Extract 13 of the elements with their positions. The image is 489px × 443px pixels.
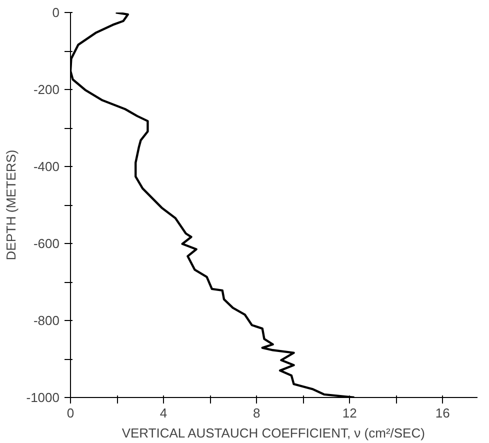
x-tick-label: 8 bbox=[252, 406, 260, 420]
x-tick-label: 0 bbox=[66, 406, 74, 420]
y-tick-label: 0 bbox=[52, 5, 60, 20]
y-tick-label: -200 bbox=[33, 82, 60, 97]
y-axis-title: DEPTH (METERS) bbox=[3, 150, 18, 260]
x-tick-label: 16 bbox=[435, 406, 450, 420]
x-tick-label: 4 bbox=[160, 406, 168, 420]
x-tick-label: 12 bbox=[342, 406, 357, 420]
y-tick-label: -1000 bbox=[26, 390, 60, 405]
y-tick-label: -800 bbox=[33, 313, 60, 328]
x-axis-title: VERTICAL AUSTAUCH COEFFICIENT, ν (cm²/SEC) bbox=[122, 426, 425, 440]
y-tick-label: -600 bbox=[33, 236, 60, 251]
y-tick-label: -400 bbox=[33, 159, 60, 174]
